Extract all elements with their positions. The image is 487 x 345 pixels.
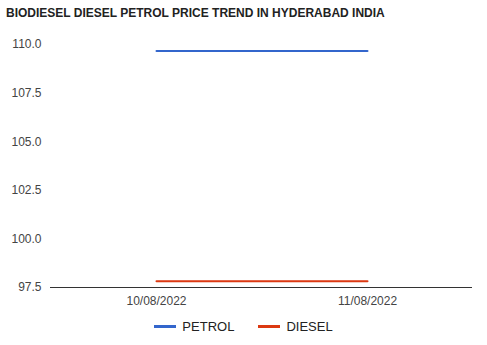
svg-text:97.5: 97.5 [18, 280, 42, 294]
svg-text:100.0: 100.0 [11, 232, 41, 246]
html-text:BIODIESEL DIESEL PETROL PRICE: BIODIESEL DIESEL PETROL PRICE TREND IN H… [6, 6, 385, 20]
svg-text:102.5: 102.5 [11, 183, 41, 197]
html-text:DIESEL: DIESEL [286, 319, 333, 334]
svg-text:107.5: 107.5 [11, 86, 41, 100]
svg-text:110.0: 110.0 [12, 37, 41, 51]
svg-text:105.0: 105.0 [11, 135, 41, 149]
svg-text:10/08/2022: 10/08/2022 [126, 294, 186, 308]
html-text:PETROL: PETROL [182, 319, 235, 334]
svg-text:11/08/2022: 11/08/2022 [338, 294, 397, 308]
